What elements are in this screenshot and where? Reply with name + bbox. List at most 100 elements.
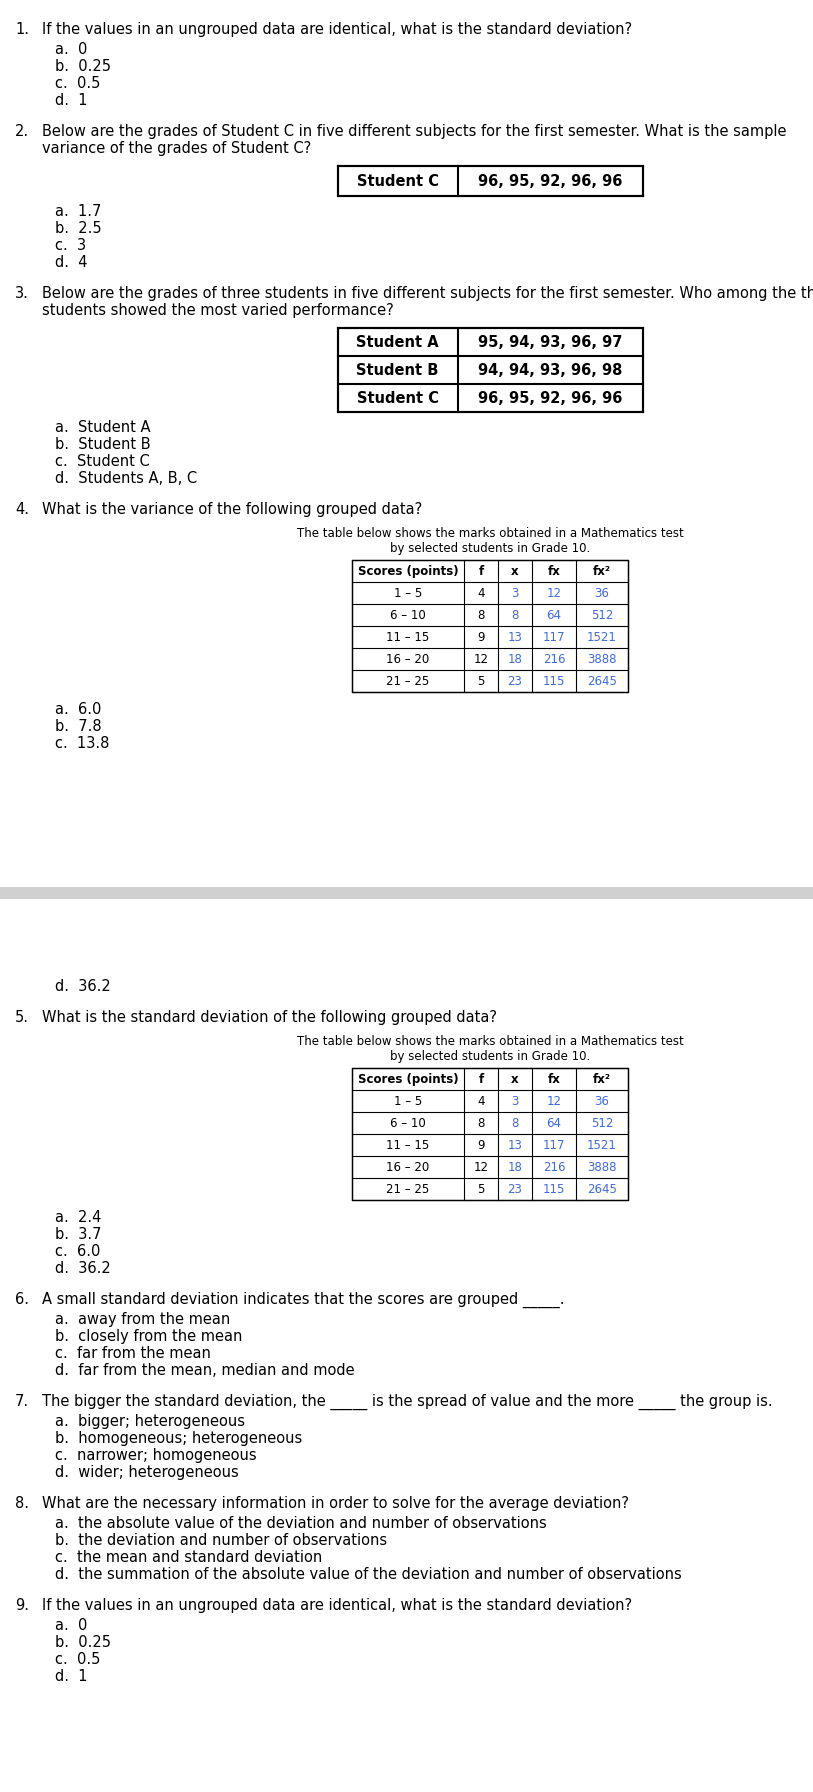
Text: c.  0.5: c. 0.5 (55, 1652, 100, 1667)
Text: a.  the absolute value of the deviation and number of observations: a. the absolute value of the deviation a… (55, 1516, 547, 1530)
Text: x: x (511, 564, 519, 577)
Text: 8: 8 (477, 609, 485, 622)
Text: What are the necessary information in order to solve for the average deviation?: What are the necessary information in or… (42, 1496, 629, 1511)
Text: b.  Student B: b. Student B (55, 437, 150, 452)
Text: d.  1: d. 1 (55, 1668, 88, 1684)
Text: d.  36.2: d. 36.2 (55, 978, 111, 995)
Text: x: x (511, 1072, 519, 1086)
Text: 512: 512 (591, 609, 613, 622)
Text: If the values in an ungrouped data are identical, what is the standard deviation: If the values in an ungrouped data are i… (42, 22, 633, 38)
Text: 1 – 5: 1 – 5 (393, 586, 422, 600)
Text: fx: fx (548, 1072, 560, 1086)
Text: b.  3.7: b. 3.7 (55, 1228, 102, 1242)
Text: 12: 12 (546, 586, 562, 600)
Text: 2.: 2. (15, 124, 29, 140)
Text: 3888: 3888 (587, 652, 617, 665)
Text: a.  0: a. 0 (55, 1618, 87, 1633)
Text: students showed the most varied performance?: students showed the most varied performa… (42, 303, 393, 317)
Text: 9: 9 (477, 1138, 485, 1152)
Text: 6 – 10: 6 – 10 (390, 609, 426, 622)
Text: b.  homogeneous; heterogeneous: b. homogeneous; heterogeneous (55, 1432, 302, 1446)
Text: 18: 18 (507, 1161, 523, 1174)
Text: 4.: 4. (15, 502, 29, 518)
Text: Student C: Student C (356, 174, 438, 188)
Text: c.  0.5: c. 0.5 (55, 75, 100, 91)
Text: 11 – 15: 11 – 15 (386, 1138, 429, 1152)
Text: 4: 4 (477, 586, 485, 600)
Text: a.  away from the mean: a. away from the mean (55, 1312, 230, 1328)
Text: 216: 216 (543, 1161, 565, 1174)
Text: 21 – 25: 21 – 25 (386, 674, 429, 688)
Text: 117: 117 (543, 1138, 565, 1152)
Text: 9: 9 (477, 631, 485, 643)
Text: 11 – 15: 11 – 15 (386, 631, 429, 643)
Text: 115: 115 (543, 674, 565, 688)
Text: 7.: 7. (15, 1394, 29, 1409)
Text: a.  2.4: a. 2.4 (55, 1210, 102, 1226)
Text: 36: 36 (594, 1095, 610, 1107)
Text: d.  the summation of the absolute value of the deviation and number of observati: d. the summation of the absolute value o… (55, 1566, 682, 1582)
Text: 16 – 20: 16 – 20 (386, 652, 429, 665)
Text: a.  1.7: a. 1.7 (55, 204, 102, 219)
Text: What is the variance of the following grouped data?: What is the variance of the following gr… (42, 502, 422, 518)
Bar (352, 1068, 628, 1201)
Text: b.  closely from the mean: b. closely from the mean (55, 1330, 242, 1344)
Text: The table below shows the marks obtained in a Mathematics test: The table below shows the marks obtained… (297, 527, 684, 539)
Text: 512: 512 (591, 1116, 613, 1129)
Text: What is the standard deviation of the following grouped data?: What is the standard deviation of the fo… (42, 1011, 497, 1025)
Text: Scores (points): Scores (points) (358, 564, 459, 577)
Text: fx²: fx² (593, 1072, 611, 1086)
Text: c.  13.8: c. 13.8 (55, 737, 110, 751)
Text: 1521: 1521 (587, 631, 617, 643)
Text: Student B: Student B (356, 362, 439, 378)
Text: 12: 12 (473, 1161, 489, 1174)
Text: 36: 36 (594, 586, 610, 600)
Text: 13: 13 (507, 631, 523, 643)
Text: 12: 12 (473, 652, 489, 665)
Text: b.  the deviation and number of observations: b. the deviation and number of observati… (55, 1532, 387, 1548)
Text: b.  0.25: b. 0.25 (55, 59, 111, 73)
Text: 1521: 1521 (587, 1138, 617, 1152)
Text: d.  Students A, B, C: d. Students A, B, C (55, 471, 197, 486)
Text: d.  1: d. 1 (55, 93, 88, 108)
Text: variance of the grades of Student C?: variance of the grades of Student C? (42, 142, 311, 156)
Text: 16 – 20: 16 – 20 (386, 1161, 429, 1174)
Text: c.  3: c. 3 (55, 238, 86, 253)
Text: 5.: 5. (15, 1011, 29, 1025)
Text: The bigger the standard deviation, the _____ is the spread of value and the more: The bigger the standard deviation, the _… (42, 1394, 772, 1410)
Bar (352, 559, 628, 692)
Text: 23: 23 (507, 1183, 523, 1195)
Text: c.  Student C: c. Student C (55, 453, 150, 470)
Text: 94, 94, 93, 96, 98: 94, 94, 93, 96, 98 (478, 362, 622, 378)
Text: Student A: Student A (356, 335, 439, 349)
Text: 23: 23 (507, 674, 523, 688)
Text: b.  0.25: b. 0.25 (55, 1634, 111, 1650)
Text: c.  narrower; homogeneous: c. narrower; homogeneous (55, 1448, 257, 1462)
Text: The table below shows the marks obtained in a Mathematics test: The table below shows the marks obtained… (297, 1036, 684, 1048)
Text: 8: 8 (477, 1116, 485, 1129)
Text: 216: 216 (543, 652, 565, 665)
Text: a.  Student A: a. Student A (55, 419, 150, 435)
Text: 115: 115 (543, 1183, 565, 1195)
Text: d.  far from the mean, median and mode: d. far from the mean, median and mode (55, 1364, 354, 1378)
Text: c.  far from the mean: c. far from the mean (55, 1346, 211, 1360)
Text: 18: 18 (507, 652, 523, 665)
Text: b.  2.5: b. 2.5 (55, 220, 102, 237)
Text: 3.: 3. (15, 287, 29, 301)
Text: 12: 12 (546, 1095, 562, 1107)
Text: 13: 13 (507, 1138, 523, 1152)
Text: a.  bigger; heterogeneous: a. bigger; heterogeneous (55, 1414, 245, 1428)
Text: f: f (478, 564, 484, 577)
Text: 1.: 1. (15, 22, 29, 38)
Text: A small standard deviation indicates that the scores are grouped _____.: A small standard deviation indicates tha… (42, 1292, 564, 1308)
Text: 117: 117 (543, 631, 565, 643)
Text: 5: 5 (477, 674, 485, 688)
Text: d.  4: d. 4 (55, 254, 88, 271)
Text: 64: 64 (546, 1116, 562, 1129)
Text: 2645: 2645 (587, 1183, 617, 1195)
Text: If the values in an ungrouped data are identical, what is the standard deviation: If the values in an ungrouped data are i… (42, 1598, 633, 1613)
Text: 9.: 9. (15, 1598, 29, 1613)
Text: 4: 4 (477, 1095, 485, 1107)
Text: 5: 5 (477, 1183, 485, 1195)
Text: 3: 3 (511, 586, 519, 600)
